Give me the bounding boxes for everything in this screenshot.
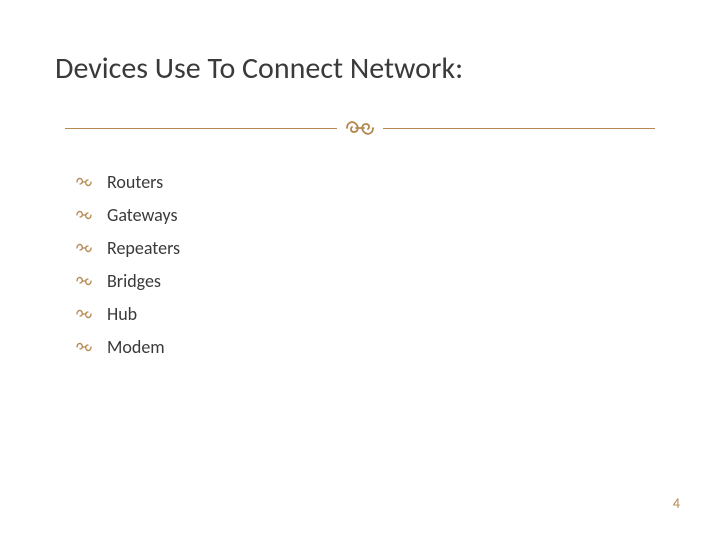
flourish-icon (341, 115, 379, 141)
bullet-flourish-icon (75, 340, 93, 354)
bullet-list: Routers Gateways Repeaters Bridges Hub (55, 171, 665, 358)
page-number: 4 (673, 495, 680, 512)
list-item: Modem (75, 336, 665, 358)
slide-title: Devices Use To Connect Network: (55, 50, 665, 87)
list-item: Routers (75, 171, 665, 193)
list-item: Gateways (75, 204, 665, 226)
list-item: Repeaters (75, 237, 665, 259)
slide-container: Devices Use To Connect Network: Routers … (0, 0, 720, 540)
bullet-text: Repeaters (107, 237, 180, 259)
bullet-flourish-icon (75, 175, 93, 189)
bullet-text: Routers (107, 171, 163, 193)
bullet-text: Hub (107, 303, 137, 325)
bullet-text: Gateways (107, 204, 178, 226)
bullet-flourish-icon (75, 241, 93, 255)
bullet-text: Modem (107, 336, 165, 358)
bullet-flourish-icon (75, 208, 93, 222)
list-item: Bridges (75, 270, 665, 292)
list-item: Hub (75, 303, 665, 325)
bullet-text: Bridges (107, 270, 161, 292)
divider (55, 115, 665, 141)
divider-line-right (383, 128, 655, 129)
bullet-flourish-icon (75, 274, 93, 288)
bullet-flourish-icon (75, 307, 93, 321)
divider-line-left (65, 128, 337, 129)
